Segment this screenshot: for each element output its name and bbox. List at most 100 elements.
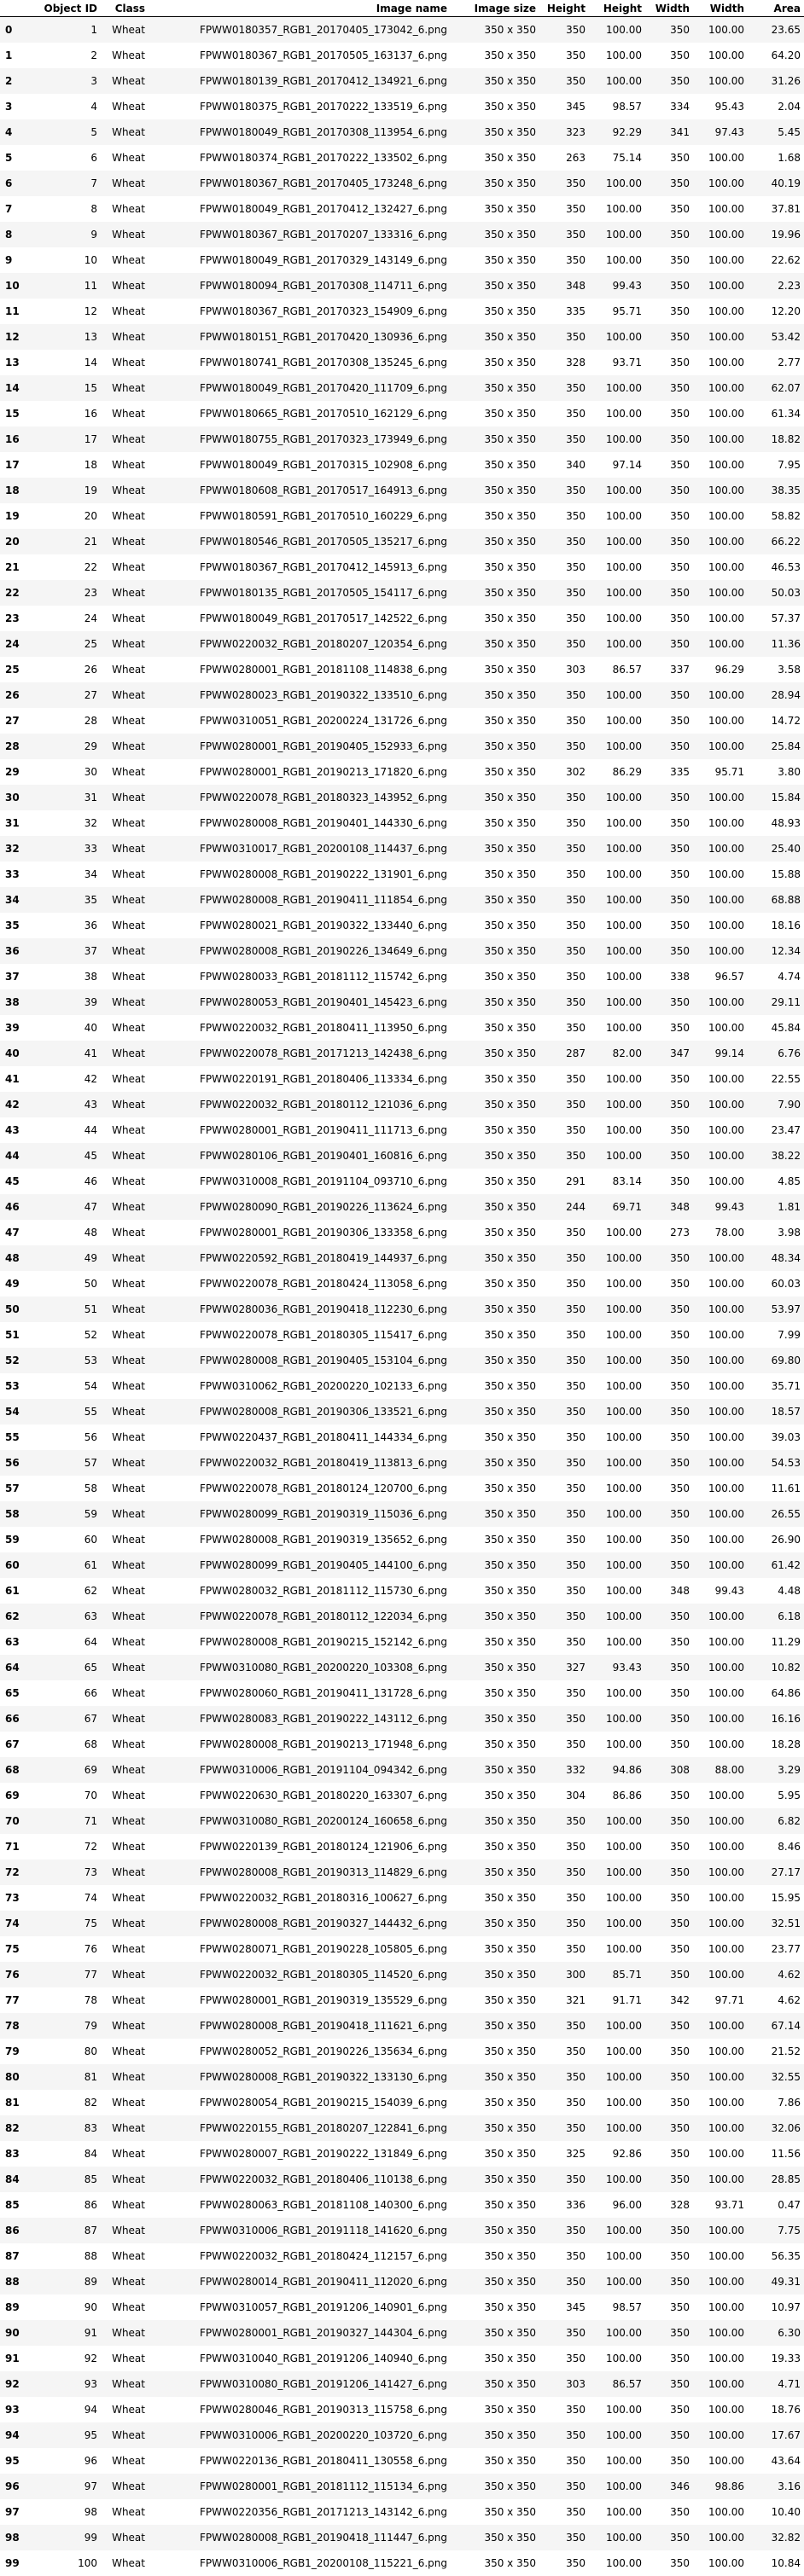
header-row: Object ID Class Image name Image size Height…: [0, 0, 804, 17]
width-percent-cell: 100.00: [708, 1072, 744, 1085]
image-name-cell: FPWW0220437_RGB1_20180411_144334_6.png: [200, 1430, 447, 1443]
row-index: 74: [5, 1917, 20, 1929]
table-row: 92 93 Wheat FPWW0310080_RGB1_20191206_14142…: [0, 2370, 804, 2397]
width-cell: 350: [670, 2096, 690, 2109]
image-size-cell: 350 x 350: [484, 202, 536, 215]
width-percent-cell: 100.00: [708, 2070, 744, 2083]
area-cell: 4.74: [778, 970, 801, 983]
class-cell: Wheat: [112, 1430, 145, 1443]
object-id-cell: 27: [84, 688, 97, 701]
height-cell: 327: [566, 1661, 586, 1674]
height-percent-cell: 100.00: [606, 1251, 642, 1264]
height-cell: 350: [566, 1098, 586, 1111]
image-name-cell: FPWW0180608_RGB1_20170517_164913_6.png: [200, 484, 447, 496]
class-cell: Wheat: [112, 2275, 145, 2288]
area-cell: 54.53: [771, 1456, 801, 1469]
area-cell: 56.35: [771, 2249, 801, 2262]
height-percent-cell: 94.86: [612, 1763, 642, 1776]
object-id-cell: 63: [84, 1610, 97, 1622]
object-id-cell: 47: [84, 1200, 97, 1213]
height-percent-cell: 100.00: [606, 2505, 642, 2518]
row-index: 91: [5, 2352, 20, 2364]
table-row: 79 80 Wheat FPWW0280052_RGB1_20190226_13563…: [0, 2038, 804, 2064]
height-percent-cell: 100.00: [606, 612, 642, 624]
row-index: 48: [5, 1251, 20, 1264]
height-percent-cell: 100.00: [606, 944, 642, 957]
class-cell: Wheat: [112, 995, 145, 1008]
object-id-cell: 32: [84, 816, 97, 829]
width-cell: 350: [670, 535, 690, 548]
class-cell: Wheat: [112, 1303, 145, 1315]
table-row: 81 82 Wheat FPWW0280054_RGB1_20190215_15403…: [0, 2089, 804, 2115]
class-cell: Wheat: [112, 1635, 145, 1648]
table-row: 97 98 Wheat FPWW0220356_RGB1_20171213_14314…: [0, 2498, 804, 2525]
class-cell: Wheat: [112, 2454, 145, 2467]
image-size-cell: 350 x 350: [484, 1200, 536, 1213]
object-id-cell: 66: [84, 1686, 97, 1699]
row-index: 11: [5, 305, 20, 317]
class-cell: Wheat: [112, 1558, 145, 1571]
row-index: 58: [5, 1507, 20, 1520]
height-cell: 350: [566, 970, 586, 983]
width-cell: 350: [670, 1840, 690, 1853]
row-index: 80: [5, 2070, 20, 2083]
width-cell: 348: [670, 1584, 690, 1597]
image-name-cell: FPWW0220032_RGB1_20180305_114520_6.png: [200, 1968, 447, 1981]
class-cell: Wheat: [112, 2556, 145, 2569]
width-percent-cell: 97.71: [714, 1993, 744, 2006]
width-cell: 350: [670, 1635, 690, 1648]
height-cell: 350: [566, 1610, 586, 1622]
class-cell: Wheat: [112, 867, 145, 880]
class-cell: Wheat: [112, 151, 145, 164]
object-id-cell: 18: [84, 458, 97, 471]
row-index: 95: [5, 2454, 20, 2467]
width-cell: 350: [670, 995, 690, 1008]
table-row: 96 97 Wheat FPWW0280001_RGB1_20181112_11513…: [0, 2473, 804, 2499]
row-index: 90: [5, 2326, 20, 2339]
image-size-cell: 350 x 350: [484, 1814, 536, 1827]
table-row: 61 62 Wheat FPWW0280032_RGB1_20181112_11573…: [0, 1577, 804, 1604]
height-cell: 350: [566, 2045, 586, 2057]
height-percent-cell: 93.71: [612, 356, 642, 368]
height-percent-cell: 100.00: [606, 2352, 642, 2364]
height-cell: 350: [566, 177, 586, 189]
image-name-cell: FPWW0220032_RGB1_20180112_121036_6.png: [200, 1098, 447, 1111]
object-id-cell: 11: [84, 279, 97, 292]
width-cell: 350: [670, 458, 690, 471]
object-id-cell: 12: [84, 305, 97, 317]
object-id-cell: 54: [84, 1379, 97, 1392]
image-name-cell: FPWW0280008_RGB1_20190405_153104_6.png: [200, 1354, 447, 1366]
image-size-cell: 350 x 350: [484, 1712, 536, 1725]
height-cell: 350: [566, 1328, 586, 1341]
image-name-cell: FPWW0280060_RGB1_20190411_131728_6.png: [200, 1686, 447, 1699]
image-size-cell: 350 x 350: [484, 1993, 536, 2006]
width-percent-cell: 100.00: [708, 535, 744, 548]
width-percent-cell: 100.00: [708, 1942, 744, 1955]
table-row: 91 92 Wheat FPWW0310040_RGB1_20191206_14094…: [0, 2345, 804, 2371]
height-percent-cell: 91.71: [612, 1993, 642, 2006]
width-percent-cell: 100.00: [708, 1328, 744, 1341]
row-index: 36: [5, 944, 20, 957]
height-percent-cell: 86.29: [612, 765, 642, 778]
area-cell: 64.86: [771, 1686, 801, 1699]
height-cell: 350: [566, 23, 586, 36]
row-index: 66: [5, 1712, 20, 1725]
object-id-cell: 59: [84, 1507, 97, 1520]
class-cell: Wheat: [112, 2147, 145, 2160]
row-index: 0: [5, 23, 13, 36]
area-cell: 12.20: [771, 305, 801, 317]
class-cell: Wheat: [112, 2249, 145, 2262]
width-cell: 334: [670, 100, 690, 113]
width-percent-cell: 100.00: [708, 1712, 744, 1725]
image-size-cell: 350 x 350: [484, 2428, 536, 2441]
height-percent-cell: 100.00: [606, 919, 642, 931]
width-percent-cell: 100.00: [708, 432, 744, 445]
image-size-cell: 350 x 350: [484, 484, 536, 496]
object-id-cell: 58: [84, 1482, 97, 1494]
object-id-cell: 70: [84, 1789, 97, 1801]
image-name-cell: FPWW0220139_RGB1_20180124_121906_6.png: [200, 1840, 447, 1853]
height-percent-cell: 100.00: [606, 2224, 642, 2237]
image-name-cell: FPWW0280046_RGB1_20190313_115758_6.png: [200, 2403, 447, 2416]
height-cell: 350: [566, 612, 586, 624]
class-cell: Wheat: [112, 1993, 145, 2006]
